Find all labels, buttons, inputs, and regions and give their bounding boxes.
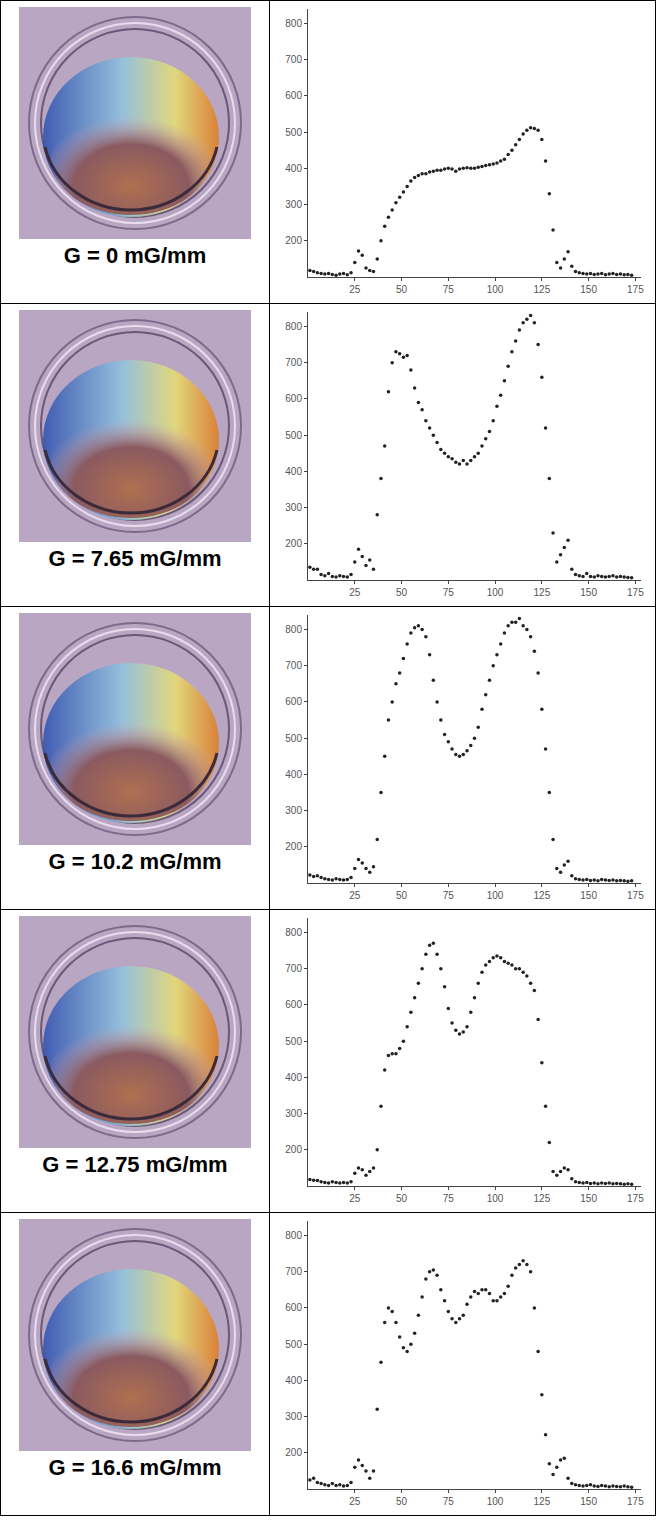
svg-text:200: 200 [285,1447,302,1458]
svg-text:500: 500 [285,1036,302,1047]
svg-text:300: 300 [285,805,302,816]
svg-text:25: 25 [349,1496,361,1507]
svg-text:600: 600 [285,90,302,101]
svg-text:25: 25 [349,587,361,598]
svg-text:100: 100 [487,284,504,295]
svg-text:50: 50 [396,1193,408,1204]
svg-text:300: 300 [285,1108,302,1119]
svg-text:75: 75 [443,284,455,295]
svg-text:800: 800 [285,927,302,938]
svg-text:200: 200 [285,235,302,246]
svg-text:75: 75 [443,587,455,598]
svg-text:125: 125 [534,284,551,295]
svg-text:800: 800 [285,1230,302,1241]
svg-text:200: 200 [285,1144,302,1155]
svg-text:400: 400 [285,1072,302,1083]
svg-text:500: 500 [285,1339,302,1350]
svg-text:175: 175 [627,1496,644,1507]
svg-text:175: 175 [627,284,644,295]
svg-text:400: 400 [285,769,302,780]
svg-text:800: 800 [285,321,302,332]
svg-text:25: 25 [349,1193,361,1204]
svg-text:200: 200 [285,538,302,549]
svg-text:150: 150 [580,1193,597,1204]
svg-text:300: 300 [285,502,302,513]
svg-text:50: 50 [396,284,408,295]
svg-text:150: 150 [580,1496,597,1507]
svg-text:700: 700 [285,660,302,671]
html-text:G = 16.6 mG/mm: G = 16.6 mG/mm [48,1455,222,1480]
svg-text:100: 100 [487,1496,504,1507]
svg-text:300: 300 [285,1411,302,1422]
html-text:G = 0 mG/mm: G = 0 mG/mm [63,243,207,268]
svg-text:125: 125 [534,1193,551,1204]
svg-text:125: 125 [534,587,551,598]
svg-text:200: 200 [285,841,302,852]
svg-text:100: 100 [487,587,504,598]
svg-text:25: 25 [349,890,361,901]
svg-text:25: 25 [349,284,361,295]
svg-text:600: 600 [285,1302,302,1313]
svg-text:100: 100 [487,1193,504,1204]
svg-text:75: 75 [443,890,455,901]
svg-text:400: 400 [285,163,302,174]
svg-text:400: 400 [285,466,302,477]
svg-text:100: 100 [487,890,504,901]
svg-text:175: 175 [627,587,644,598]
svg-text:175: 175 [627,1193,644,1204]
svg-text:50: 50 [396,1496,408,1507]
html-text:G = 7.65 mG/mm: G = 7.65 mG/mm [48,546,222,571]
svg-text:175: 175 [627,890,644,901]
svg-text:125: 125 [534,1496,551,1507]
svg-text:700: 700 [285,54,302,65]
svg-text:150: 150 [580,890,597,901]
svg-text:125: 125 [534,890,551,901]
html-text:G = 12.75 mG/mm: G = 12.75 mG/mm [42,1152,228,1177]
svg-text:150: 150 [580,587,597,598]
svg-text:400: 400 [285,1375,302,1386]
svg-text:700: 700 [285,1266,302,1277]
svg-text:300: 300 [285,199,302,210]
svg-text:700: 700 [285,357,302,368]
svg-text:500: 500 [285,127,302,138]
svg-text:800: 800 [285,18,302,29]
svg-text:600: 600 [285,696,302,707]
svg-text:600: 600 [285,393,302,404]
svg-text:500: 500 [285,430,302,441]
svg-text:50: 50 [396,587,408,598]
svg-text:50: 50 [396,890,408,901]
svg-text:700: 700 [285,963,302,974]
svg-text:800: 800 [285,624,302,635]
svg-text:150: 150 [580,284,597,295]
svg-text:600: 600 [285,999,302,1010]
svg-text:75: 75 [443,1496,455,1507]
svg-text:75: 75 [443,1193,455,1204]
svg-text:500: 500 [285,733,302,744]
html-text:G = 10.2 mG/mm: G = 10.2 mG/mm [48,849,222,874]
